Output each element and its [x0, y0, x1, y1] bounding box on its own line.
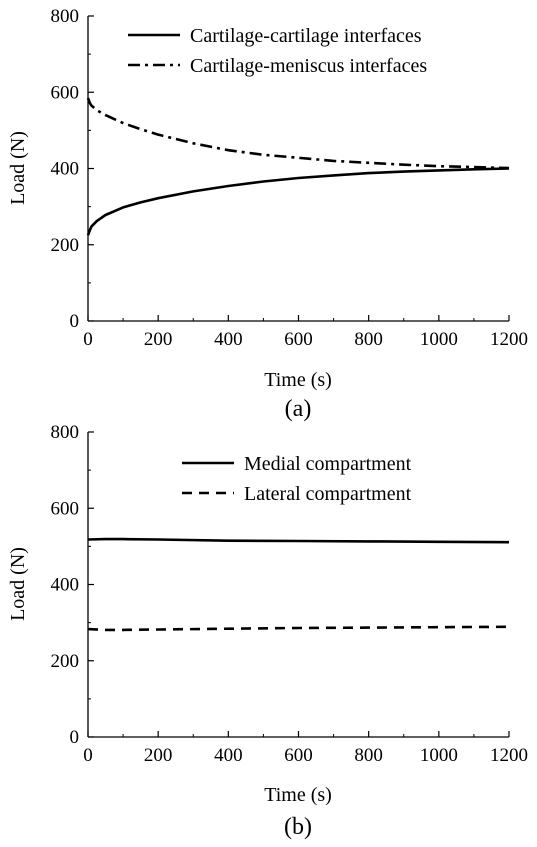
x-tick-label: 0 — [83, 745, 93, 766]
y-tick-label: 800 — [51, 422, 80, 443]
y-tick-label: 0 — [70, 311, 80, 332]
y-axis-label: Load (N) — [7, 547, 29, 621]
chart-panel-b: Load (N) Time (s) (b) 0 200 400 600 800 0 200 4… — [7, 422, 528, 840]
y-tick-label: 600 — [51, 498, 80, 519]
x-tick-label: 800 — [354, 745, 383, 766]
x-tick-label: 600 — [284, 329, 313, 350]
y-tick-label: 200 — [51, 651, 80, 672]
panel-label: (b) — [284, 814, 312, 840]
series-line-dashed — [87, 625, 510, 632]
series-line-dashdot — [86, 97, 510, 170]
x-tick-label: 1000 — [420, 745, 458, 766]
legend-label: Cartilage-meniscus interfaces — [190, 55, 427, 77]
x-tick-label: 800 — [354, 329, 383, 350]
x-tick-label: 200 — [144, 745, 173, 766]
y-tick-label: 800 — [51, 6, 80, 27]
series-line-solid — [86, 167, 510, 236]
x-tick-label: 1200 — [490, 329, 528, 350]
legend-label: Cartilage-cartilage interfaces — [190, 25, 422, 47]
y-tick-label: 0 — [70, 727, 80, 748]
x-tick-label: 400 — [214, 745, 243, 766]
x-tick-label: 400 — [214, 329, 243, 350]
y-tick-label: 400 — [51, 575, 80, 596]
x-tick-label: 0 — [83, 329, 93, 350]
x-tick-label: 1000 — [420, 329, 458, 350]
legend-label: Lateral compartment — [244, 483, 412, 505]
y-tick-label: 600 — [51, 82, 80, 103]
x-axis-label: Time (s) — [264, 784, 332, 806]
legend-label: Medial compartment — [244, 453, 412, 475]
x-tick-label: 200 — [144, 329, 173, 350]
y-axis-label: Load (N) — [7, 131, 29, 205]
x-tick-label: 1200 — [490, 745, 528, 766]
chart-panel-a: Load (N) Time (s) (a) 0 200 400 600 800 0 200 4… — [7, 6, 528, 422]
y-tick-label: 200 — [51, 235, 80, 256]
series-line-solid — [87, 537, 510, 544]
panel-label: (a) — [285, 396, 312, 422]
x-tick-label: 600 — [284, 745, 313, 766]
y-tick-label: 400 — [51, 159, 80, 180]
x-axis-label: Time (s) — [264, 369, 332, 391]
